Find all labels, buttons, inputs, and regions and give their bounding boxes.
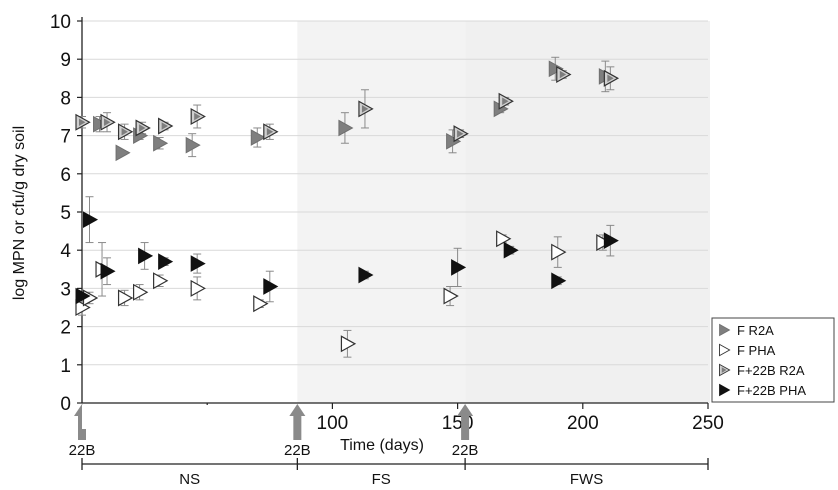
y-tick-label: 3 bbox=[60, 279, 71, 300]
y-tick-label: 2 bbox=[60, 318, 71, 339]
legend-box bbox=[711, 317, 835, 403]
x-tick-label: 250 bbox=[692, 413, 724, 434]
data-point bbox=[503, 241, 519, 259]
data-point bbox=[117, 289, 134, 307]
legend-label: F+22B PHA bbox=[737, 383, 806, 398]
data-point bbox=[75, 113, 91, 131]
data-point bbox=[446, 132, 462, 150]
legend-entry: F+22B PHA bbox=[719, 383, 806, 398]
legend-marker bbox=[719, 343, 731, 357]
arrow-label: 22B bbox=[284, 442, 311, 459]
legend-label: F PHA bbox=[737, 343, 776, 358]
data-point bbox=[498, 92, 514, 110]
phase-label-fs: FS bbox=[372, 471, 391, 488]
phase-label-fws: FWS bbox=[570, 471, 603, 488]
y-tick-label: 1 bbox=[60, 356, 71, 377]
x-axis-title-backing bbox=[82, 405, 252, 429]
data-point bbox=[551, 243, 567, 261]
data-point bbox=[253, 295, 269, 313]
data-point bbox=[158, 117, 174, 135]
data-point bbox=[132, 283, 149, 301]
phase-label-ns: NS bbox=[179, 471, 200, 488]
y-tick-label: 8 bbox=[60, 88, 71, 109]
data-point bbox=[93, 115, 109, 133]
y-axis-title: log MPN or cfu/g dry soil bbox=[11, 126, 28, 300]
x-tick-label: 200 bbox=[567, 413, 599, 434]
inoculation-arrow: 22B bbox=[284, 404, 311, 459]
data-point bbox=[100, 113, 116, 131]
y-axis-ticks: 0 1 2 3 4 5 6 7 8 9 10 bbox=[50, 12, 82, 415]
legend-marker bbox=[719, 383, 731, 397]
arrow-label: 22B bbox=[452, 442, 479, 459]
data-point bbox=[100, 262, 116, 280]
data-points bbox=[75, 60, 620, 353]
data-point bbox=[263, 123, 279, 141]
arrow-label: 22B bbox=[69, 442, 96, 459]
data-point bbox=[496, 230, 512, 248]
x-axis-ticks: 50100150200250 bbox=[197, 403, 724, 434]
x-tick-label: 100 bbox=[317, 413, 349, 434]
legend-marker bbox=[719, 363, 731, 377]
data-point bbox=[190, 107, 206, 126]
data-point bbox=[556, 65, 572, 83]
y-tick-label: 9 bbox=[60, 50, 71, 71]
data-point bbox=[75, 298, 91, 317]
data-point bbox=[75, 287, 91, 305]
data-point bbox=[453, 125, 469, 143]
data-point bbox=[263, 278, 279, 295]
data-point bbox=[596, 234, 612, 252]
data-point bbox=[451, 259, 467, 276]
data-point bbox=[135, 119, 151, 137]
legend-label: F+22B R2A bbox=[737, 363, 805, 378]
y-tick-label: 6 bbox=[60, 165, 71, 186]
data-point bbox=[603, 69, 620, 87]
y-tick-label: 10 bbox=[50, 12, 71, 33]
data-point bbox=[190, 255, 206, 272]
data-point bbox=[548, 60, 564, 78]
y-tick-label: 7 bbox=[60, 127, 71, 148]
y-tick-label: 5 bbox=[60, 203, 71, 224]
x-axis-title: Time (days) bbox=[340, 437, 424, 454]
data-point bbox=[340, 335, 357, 353]
data-point bbox=[358, 100, 374, 118]
y-tick-label: 4 bbox=[60, 241, 71, 262]
data-point bbox=[551, 272, 567, 290]
data-point bbox=[138, 247, 154, 265]
legend: F R2A F PHA F+22B R2A F+22B PHA bbox=[711, 317, 835, 403]
legend-entry: F R2A bbox=[719, 323, 774, 338]
data-point bbox=[443, 287, 459, 305]
data-point bbox=[190, 279, 206, 297]
legend-entry: F PHA bbox=[719, 343, 776, 358]
data-point bbox=[115, 144, 131, 162]
legend-label: F R2A bbox=[737, 323, 774, 338]
axes bbox=[81, 17, 708, 404]
inoculation-arrow: 22B bbox=[452, 404, 479, 459]
data-point bbox=[358, 266, 374, 284]
phase-timeline: NS FS FWS bbox=[81, 458, 709, 488]
data-point bbox=[185, 136, 201, 154]
data-point bbox=[250, 129, 266, 146]
data-point bbox=[153, 134, 169, 152]
data-point bbox=[158, 253, 174, 271]
y-tick-label: 0 bbox=[60, 394, 71, 415]
data-point bbox=[603, 232, 619, 249]
data-point bbox=[117, 123, 134, 141]
data-point bbox=[153, 272, 169, 290]
data-point bbox=[338, 119, 354, 137]
legend-marker bbox=[719, 323, 731, 337]
data-point bbox=[83, 211, 99, 228]
legend-entry: F+22B R2A bbox=[719, 363, 805, 378]
